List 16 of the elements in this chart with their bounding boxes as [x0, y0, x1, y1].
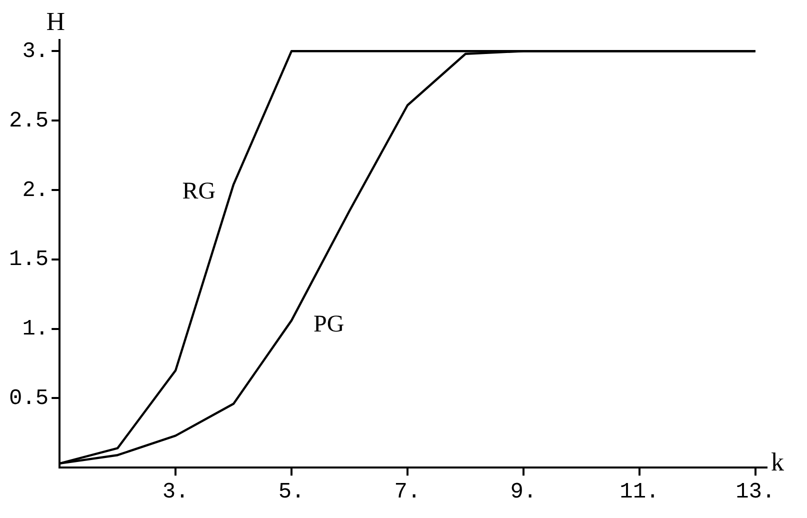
- x-tick-label: 13.: [736, 480, 776, 505]
- y-tick-label: 3.: [22, 38, 49, 64]
- x-tick-label: 3.: [162, 480, 189, 505]
- x-tick-label: 9.: [510, 480, 537, 505]
- y-tick-label: 0.5: [8, 386, 49, 412]
- y-tick-label: 1.: [22, 316, 49, 342]
- y-tick-label: 2.: [22, 178, 49, 203]
- y-tick-label: 1.5: [8, 247, 49, 272]
- series-label: RG: [182, 178, 216, 205]
- x-axis-title: k: [771, 447, 784, 476]
- x-tick-label: 5.: [278, 480, 305, 505]
- x-tick-label: 11.: [620, 480, 660, 505]
- y-axis-title: H: [46, 6, 66, 36]
- y-tick-label: 2.5: [8, 108, 49, 134]
- x-tick-label: 7.: [394, 480, 421, 505]
- series-label: PG: [314, 312, 344, 338]
